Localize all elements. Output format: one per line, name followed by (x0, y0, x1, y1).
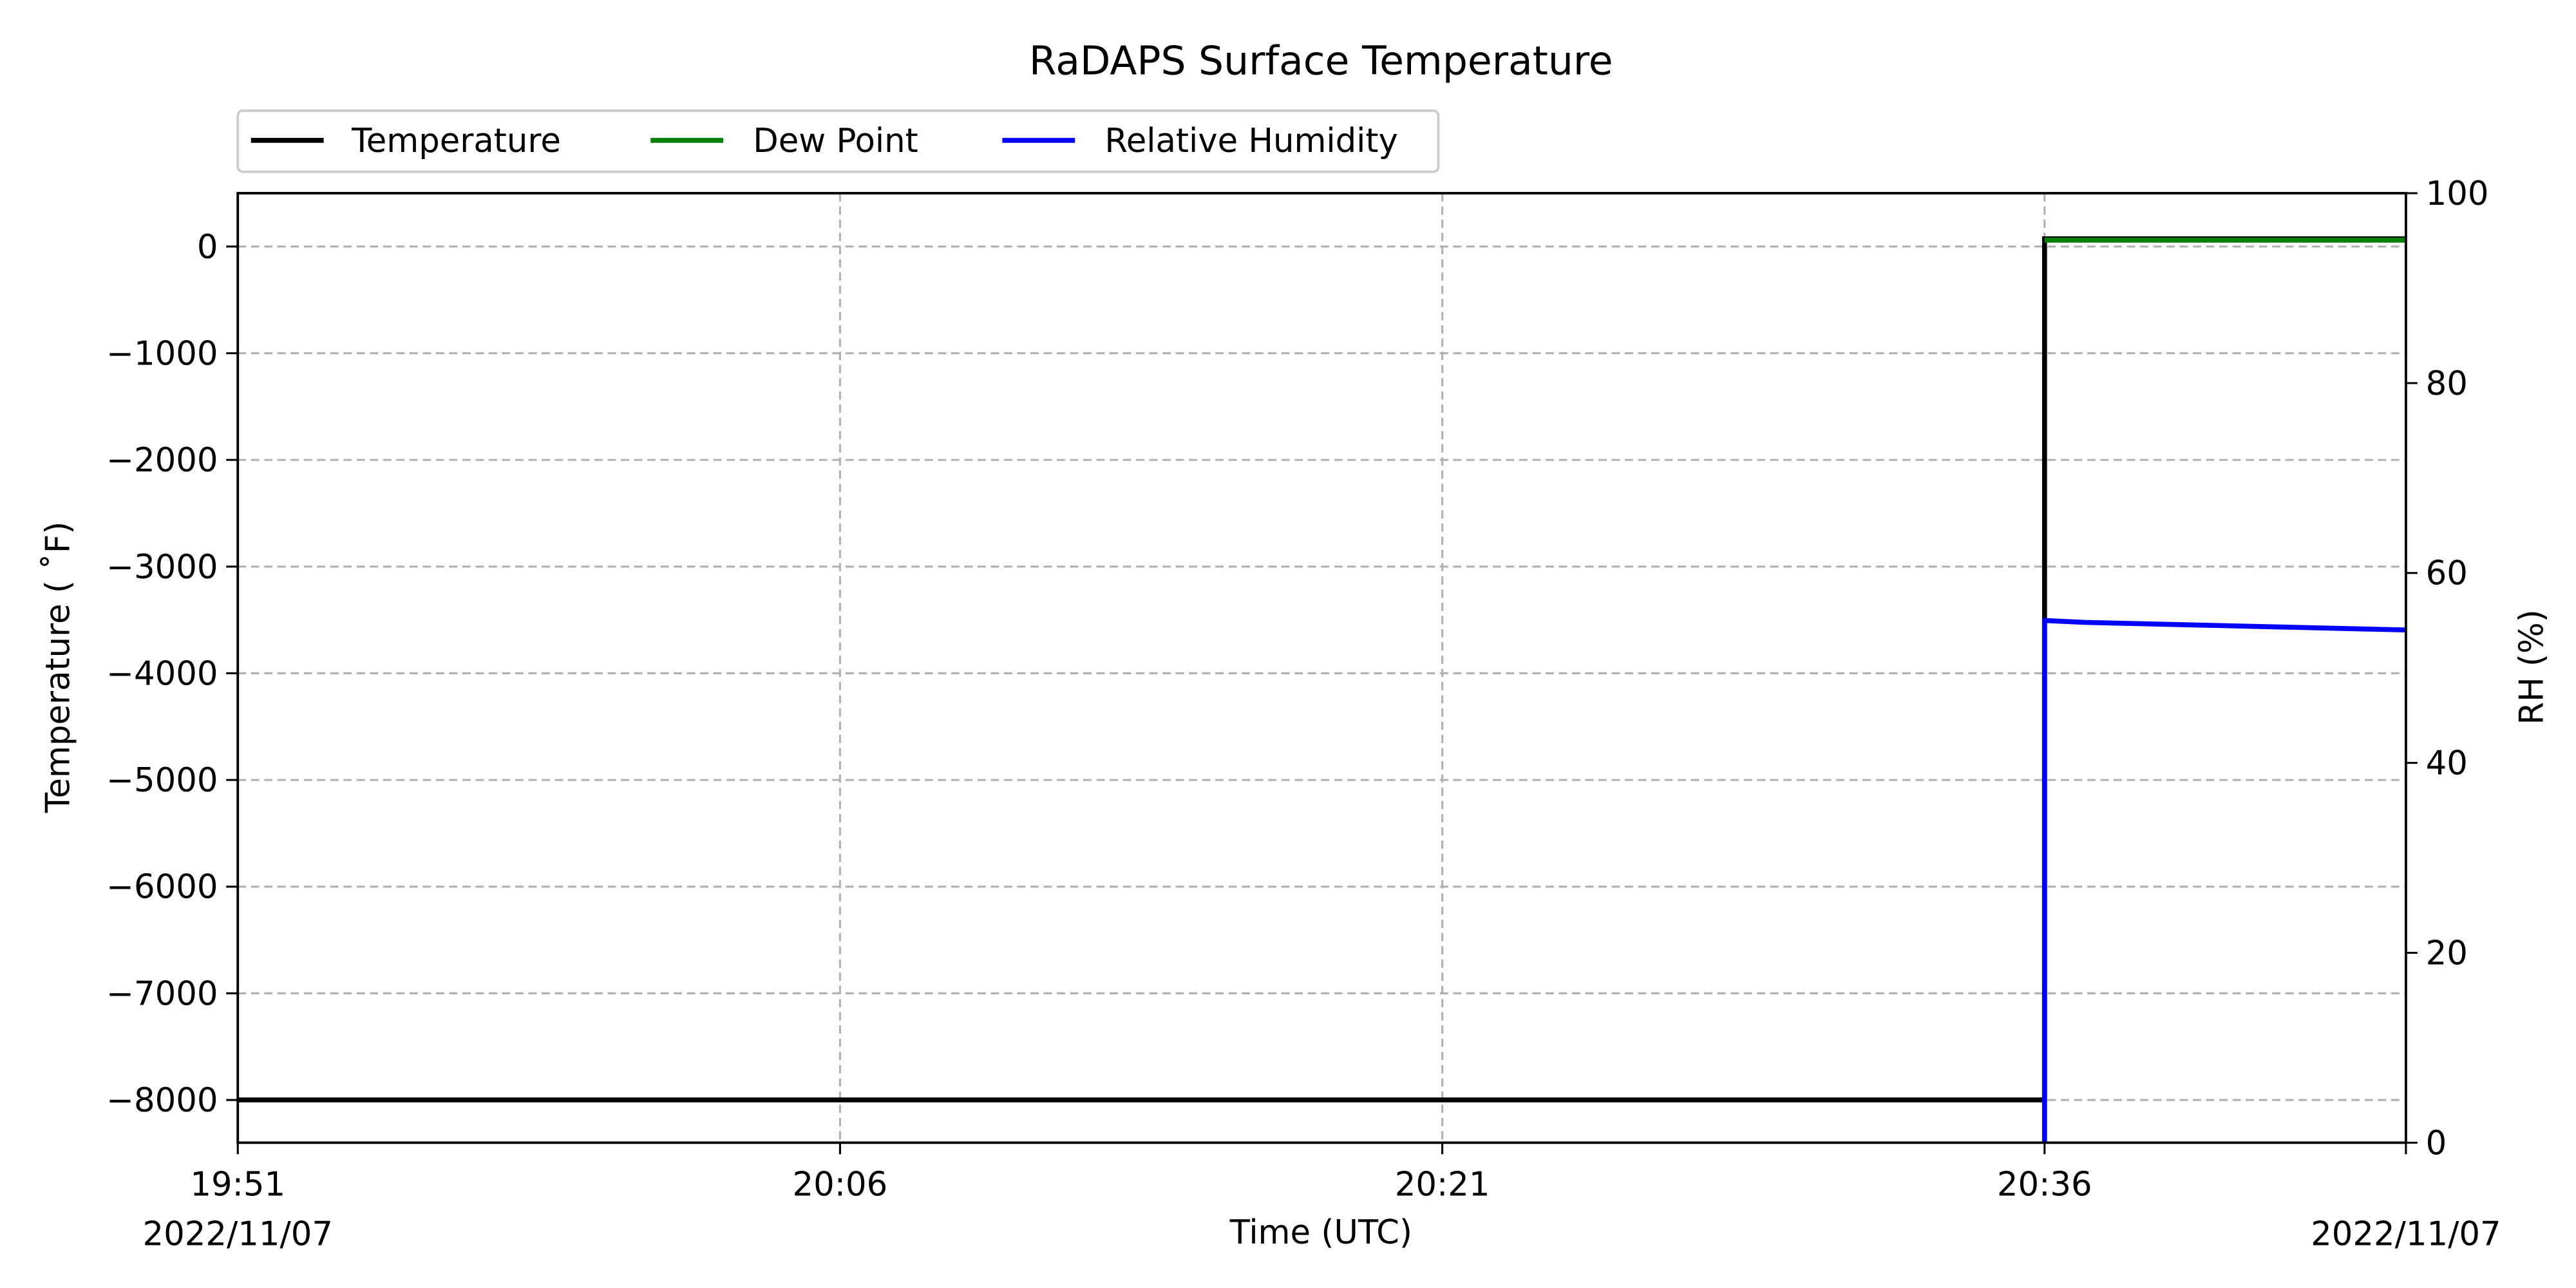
y-tick-label: 0 (197, 228, 218, 267)
y2-tick-label: 20 (2426, 934, 2468, 972)
x-axis-label: Time (UTC) (1229, 1213, 1412, 1252)
series-lines (238, 236, 2406, 1143)
y-tick-label: −2000 (106, 441, 218, 480)
legend-label-temperature: Temperature (351, 122, 561, 160)
y-tick-label: −4000 (106, 654, 218, 693)
legend-label-dew-point: Dew Point (753, 122, 918, 160)
y-tick-label: −1000 (106, 334, 218, 373)
legend-label-relative-humidity: Relative Humidity (1104, 122, 1397, 160)
y2-tick-label: 0 (2426, 1124, 2447, 1162)
y-tick-label: −6000 (106, 868, 218, 907)
x-tick-label: 20:21 (1395, 1165, 1490, 1204)
y-axis-left: Temperature ( ˚F) 0 −1000 −2000 −3000 −4000 −… (39, 228, 238, 1120)
x-tick-label: 20:06 (793, 1165, 888, 1204)
legend-frame (236, 109, 1440, 173)
y2-tick-label: 40 (2426, 744, 2468, 783)
x-axis: 2022/11/07 2022/11/07 Time (UTC) 19:51 20… (142, 1142, 2501, 1253)
y-axis-right: RH (%) 0 20 40 60 80 100 (2405, 175, 2552, 1162)
y-tick-label: −7000 (106, 974, 218, 1013)
x-tick-label: 20:36 (1997, 1165, 2092, 1204)
chart-title: RaDAPS Surface Temperature (1029, 37, 1613, 84)
x-tick-label: 19:51 (190, 1165, 285, 1204)
plot-frame (236, 192, 2407, 1144)
y2-tick-label: 60 (2426, 554, 2468, 593)
x-start-date: 2022/11/07 (142, 1215, 332, 1253)
y-tick-label: −5000 (106, 761, 218, 800)
y-axis-label: Temperature ( ˚F) (39, 522, 78, 813)
plot-area (236, 192, 2407, 1144)
y-tick-label: −3000 (106, 548, 218, 587)
y2-axis-label: RH (%) (2513, 609, 2552, 724)
series-line-relative-humidity (2041, 618, 2406, 1143)
legend: Temperature Dew Point Relative Humidity (236, 109, 1440, 173)
y-tick-label: −8000 (106, 1081, 218, 1120)
y2-tick-label: 100 (2426, 175, 2489, 213)
y2-tick-label: 80 (2426, 365, 2468, 403)
x-end-date: 2022/11/07 (2311, 1215, 2501, 1253)
